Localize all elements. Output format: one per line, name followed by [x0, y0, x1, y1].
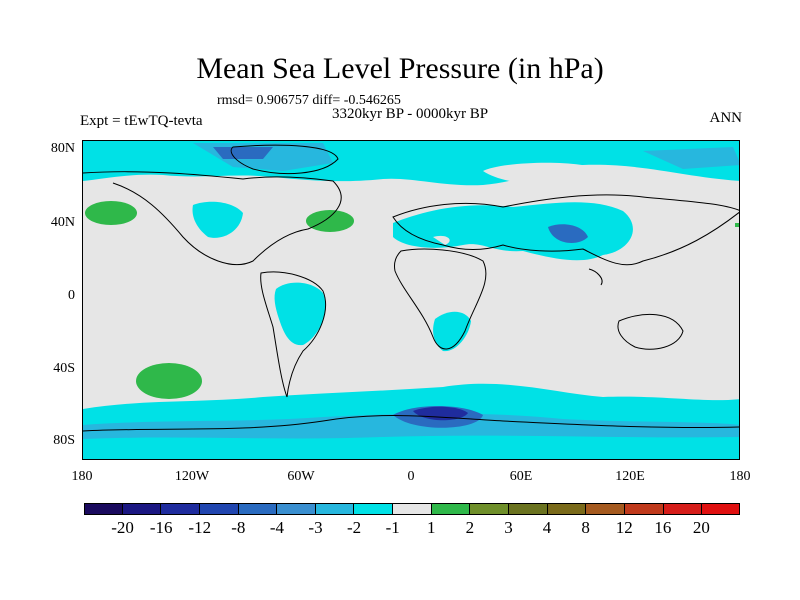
- experiment-label: Expt = tEwTQ-tevta: [80, 113, 203, 129]
- colorbar-label: 20: [692, 518, 710, 537]
- map-svg: [83, 141, 739, 459]
- southeast-asia-coast: [588, 268, 603, 286]
- tibet-low: [548, 224, 588, 243]
- colorbar-swatch: [238, 503, 278, 515]
- north-pacific-high-west: [85, 201, 137, 225]
- lon-tick-0: 0: [407, 469, 415, 484]
- colorbar-label: 8: [581, 518, 590, 537]
- africa-coast: [394, 248, 487, 350]
- south-america-anomaly: [274, 282, 326, 346]
- colorbar-swatch: [393, 503, 432, 515]
- edge-high-patch: [735, 223, 739, 227]
- colorbar-label: -3: [308, 518, 323, 537]
- colorbar-swatch: [122, 503, 162, 515]
- south-pacific-high: [136, 363, 202, 399]
- lat-tick-80s: 80S: [53, 433, 75, 448]
- south-america-coast: [260, 271, 327, 398]
- lon-tick-180e: 180: [729, 469, 751, 484]
- mediterranean-neutral: [433, 235, 450, 245]
- colorbar-label: -2: [347, 518, 362, 537]
- colorbar-swatch: [509, 503, 548, 515]
- australia-coast: [617, 313, 684, 350]
- colorbar-swatch: [624, 503, 664, 515]
- colorbar-swatch: [702, 503, 740, 515]
- greenland-coast: [230, 144, 339, 175]
- period-subtitle: 3320kyr BP - 0000kyr BP: [331, 106, 489, 122]
- colorbar-label: -8: [231, 518, 246, 537]
- lon-tick-180w: 180: [71, 469, 93, 484]
- colorbar-swatch: [470, 503, 510, 515]
- colorbar-swatch: [663, 503, 703, 515]
- lon-tick-120w: 120W: [174, 469, 210, 484]
- colorbar-label: 1: [427, 518, 436, 537]
- colorbar-swatch: [354, 503, 394, 515]
- north-atlantic-high: [306, 210, 354, 232]
- map-title: Mean Sea Level Pressure (in hPa): [196, 52, 604, 85]
- lat-tick-40n: 40N: [50, 215, 75, 230]
- colorbar-label: 3: [504, 518, 513, 537]
- colorbar-swatch: [199, 503, 239, 515]
- season-label: ANN: [709, 110, 743, 126]
- colorbar-label: 2: [465, 518, 475, 537]
- lon-tick-120e: 120E: [615, 469, 645, 484]
- colorbar-swatch: [586, 503, 625, 515]
- lon-tick-60e: 60E: [509, 469, 533, 484]
- colorbar-swatch: [84, 503, 123, 515]
- eurasia-coast: [392, 194, 739, 266]
- colorbar-label: 4: [542, 518, 552, 537]
- colorbar-label: -4: [269, 518, 285, 537]
- colorbar-label: -16: [149, 518, 173, 537]
- antarctica-coast: [83, 415, 739, 432]
- colorbar-swatch: [431, 503, 471, 515]
- lon-tick-60w: 60W: [287, 469, 315, 484]
- colorbar-label: -1: [385, 518, 400, 537]
- lat-tick-0: 0: [68, 288, 75, 303]
- colorbar: [84, 503, 740, 515]
- colorbar-frame: [84, 503, 740, 515]
- lat-tick-80n: 80N: [50, 141, 75, 156]
- colorbar-label: 16: [654, 518, 672, 537]
- southern-africa-anomaly: [433, 311, 471, 352]
- scandinavia-neutral: [483, 162, 603, 185]
- siberian-low-region: [643, 147, 739, 169]
- colorbar-label: 12: [615, 518, 633, 537]
- arctic-deep-low: [213, 147, 273, 159]
- antarctic-interior-anomaly: [83, 435, 739, 459]
- colorbar-swatch: [547, 503, 587, 515]
- eurasia-anomaly-region: [393, 202, 633, 261]
- stats-label: rmsd= 0.906757 diff= -0.546265: [217, 93, 401, 108]
- coastlines: [83, 144, 739, 432]
- north-america-coast: [83, 171, 342, 265]
- north-america-anomaly: [192, 201, 243, 238]
- colorbar-label: -20: [111, 518, 134, 537]
- lat-tick-40s: 40S: [53, 361, 75, 376]
- colorbar-label: -12: [188, 518, 212, 537]
- colorbar-swatch: [277, 503, 316, 515]
- colorbar-swatch: [315, 503, 355, 515]
- colorbar-swatch: [161, 503, 200, 515]
- pressure-anomaly-map: [82, 140, 740, 460]
